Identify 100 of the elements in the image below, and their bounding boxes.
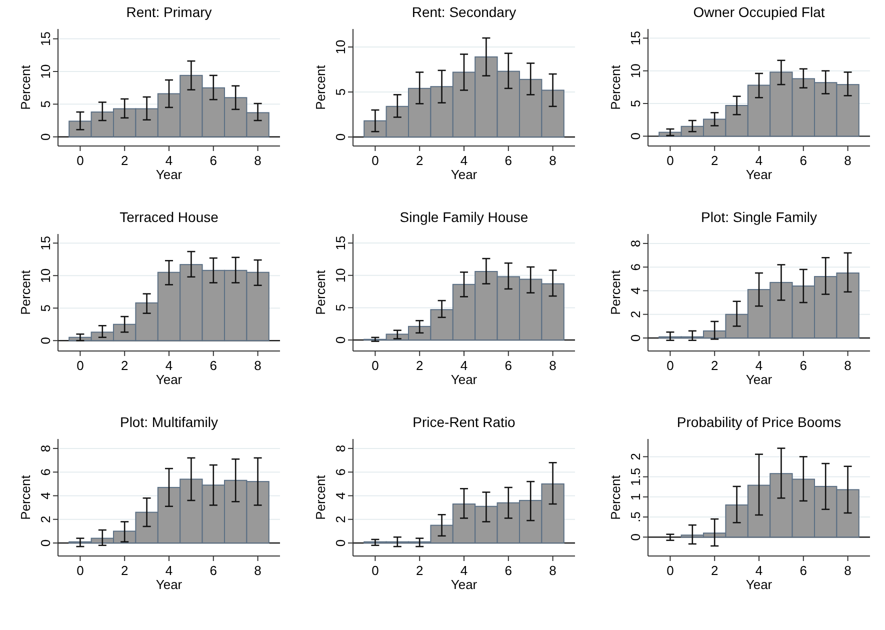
x-tick-label: 4 — [460, 153, 468, 168]
x-tick-label: 0 — [372, 153, 379, 168]
x-tick-label: 4 — [165, 563, 173, 578]
x-tick-label: 2 — [710, 153, 718, 168]
x-tick-label: 2 — [416, 358, 424, 373]
chart-title: Rent: Secondary — [412, 4, 516, 20]
x-tick-label: 6 — [800, 563, 808, 578]
y-axis-title: Percent — [18, 474, 33, 520]
x-tick-label: 6 — [504, 358, 512, 373]
x-axis-title: Year — [746, 372, 773, 387]
x-tick-label: 4 — [165, 358, 173, 373]
x-axis-title: Year — [746, 577, 773, 592]
y-tick-label: 0 — [333, 336, 348, 344]
y-tick-label: 5 — [628, 100, 643, 108]
x-tick-label: 6 — [800, 153, 808, 168]
x-tick-label: 4 — [460, 358, 468, 373]
y-tick-label: 0 — [333, 539, 348, 547]
x-tick-label: 8 — [844, 358, 852, 373]
chart-title: Plot: Multifamily — [120, 414, 218, 430]
y-tick-label: 15 — [333, 236, 348, 250]
x-tick-label: 2 — [120, 358, 128, 373]
chart-title: Terraced House — [120, 209, 219, 225]
y-tick-label: 0 — [628, 334, 643, 342]
chart-title: Plot: Single Family — [701, 209, 817, 225]
x-tick-label: 6 — [504, 153, 512, 168]
y-tick-label: 1 — [628, 493, 643, 501]
x-tick-label: 6 — [210, 563, 218, 578]
chart-title: Single Family House — [400, 209, 528, 225]
x-tick-label: 4 — [165, 153, 173, 168]
y-axis-title: Percent — [18, 270, 33, 315]
y-tick-label: 2 — [333, 516, 348, 523]
y-tick-label: 8 — [628, 240, 643, 248]
y-tick-label: 1.5 — [628, 468, 643, 486]
y-tick-label: 0 — [38, 336, 53, 344]
x-tick-label: 0 — [372, 563, 379, 578]
y-tick-label: 6 — [38, 468, 53, 476]
y-tick-label: 15 — [38, 236, 53, 250]
x-tick-label: 2 — [416, 153, 424, 168]
x-tick-label: 0 — [76, 153, 84, 168]
x-tick-label: 2 — [416, 563, 424, 578]
x-tick-label: 8 — [254, 153, 262, 168]
x-tick-label: 0 — [666, 563, 674, 578]
x-tick-label: 4 — [755, 563, 763, 578]
y-tick-label: 8 — [333, 444, 348, 452]
y-axis-title: Percent — [313, 64, 328, 110]
y-axis-title: Percent — [313, 270, 328, 315]
x-axis-title: Year — [450, 372, 478, 387]
y-tick-label: 6 — [628, 263, 643, 271]
y-tick-label: 10 — [333, 40, 348, 54]
y-tick-label: 5 — [333, 88, 348, 96]
y-tick-label: 0 — [628, 533, 643, 541]
y-tick-label: 0 — [38, 133, 53, 140]
x-tick-label: 0 — [372, 358, 379, 373]
x-tick-label: 8 — [844, 153, 852, 168]
x-tick-label: 2 — [120, 563, 128, 578]
x-tick-label: 0 — [666, 358, 674, 373]
x-tick-label: 8 — [549, 563, 556, 578]
y-tick-label: 5 — [38, 100, 53, 108]
y-tick-label: 5 — [333, 304, 348, 312]
y-tick-label: 2 — [38, 516, 53, 523]
y-axis-title: Percent — [608, 474, 623, 520]
y-tick-label: 10 — [333, 268, 348, 283]
x-tick-label: 4 — [460, 563, 468, 578]
chart-title: Rent: Primary — [126, 4, 212, 20]
y-tick-label: 4 — [333, 492, 348, 500]
x-tick-label: 6 — [800, 358, 808, 373]
y-tick-label: 5 — [38, 304, 53, 312]
x-axis-title: Year — [450, 167, 478, 182]
x-tick-label: 6 — [210, 153, 218, 168]
y-tick-label: 10 — [38, 268, 53, 283]
y-tick-label: 2 — [628, 453, 643, 460]
y-tick-label: 10 — [38, 64, 53, 79]
x-axis-title: Year — [450, 577, 478, 592]
x-tick-label: 8 — [549, 153, 556, 168]
x-axis-title: Year — [746, 167, 773, 182]
x-tick-label: 0 — [666, 153, 674, 168]
y-axis-title: Percent — [608, 64, 623, 110]
x-tick-label: 2 — [120, 153, 128, 168]
x-tick-label: 0 — [76, 563, 84, 578]
y-tick-label: .5 — [628, 512, 643, 522]
x-axis-title: Year — [156, 372, 183, 387]
y-axis-title: Percent — [608, 270, 623, 315]
x-tick-label: 4 — [755, 153, 763, 168]
x-tick-label: 4 — [755, 358, 763, 373]
x-tick-label: 2 — [710, 563, 718, 578]
y-tick-label: 6 — [333, 468, 348, 476]
y-tick-label: 4 — [38, 492, 53, 500]
y-tick-label: 0 — [333, 133, 348, 141]
chart-title: Owner Occupied Flat — [693, 4, 825, 20]
x-tick-label: 6 — [504, 563, 512, 578]
y-axis-title: Percent — [313, 474, 328, 520]
x-tick-label: 8 — [254, 358, 262, 373]
y-tick-label: 0 — [628, 132, 643, 140]
y-axis-title: Percent — [18, 64, 33, 110]
y-tick-label: 8 — [38, 444, 53, 452]
x-tick-label: 8 — [549, 358, 556, 373]
x-tick-label: 8 — [254, 563, 262, 578]
chart-title: Price-Rent Ratio — [412, 414, 516, 430]
y-tick-label: 10 — [628, 64, 643, 78]
x-axis-title: Year — [156, 167, 183, 182]
